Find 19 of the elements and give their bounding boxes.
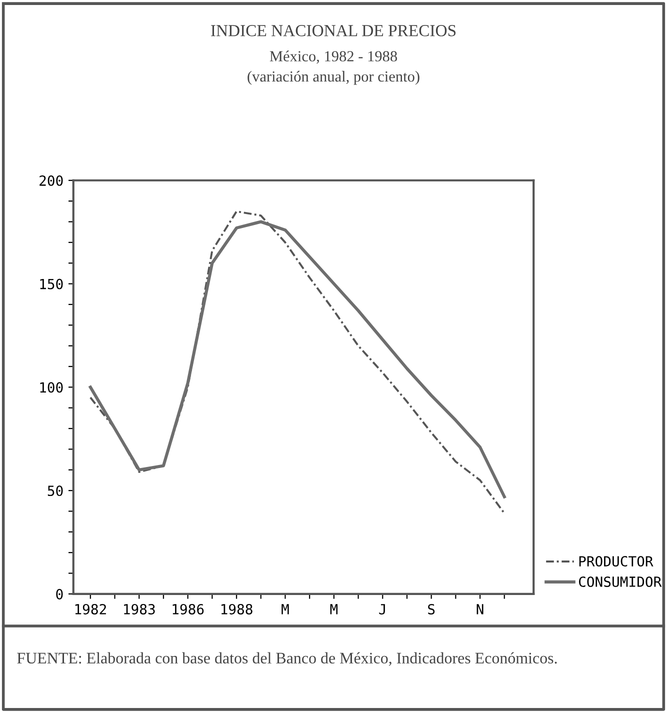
y-tick-label: 200: [40, 175, 63, 186]
x-tick-label: N: [476, 604, 484, 614]
chart-subtitle: México, 1982 - 1988 (variación anual, por ciento): [248, 50, 420, 85]
x-tick-label: M: [282, 604, 289, 614]
y-tick-label: 100: [40, 382, 63, 393]
source-note: FUENTE: Elaborada con base datos del Banco de México, Indicadores Económicos.: [17, 652, 557, 666]
x-tick-label: 1986: [172, 604, 204, 614]
x-tick-label: 1988: [221, 604, 252, 614]
chart-title: INDICE NACIONAL DE PRECIOS: [211, 25, 456, 36]
x-tick-label: 1983: [124, 604, 155, 614]
legend-label: PRODUCTOR: [579, 556, 654, 567]
y-tick-label: 50: [48, 486, 63, 496]
legend-label: CONSUMIDOR: [578, 576, 662, 588]
x-tick-label: J: [379, 604, 385, 614]
x-tick-label: 1982: [75, 604, 106, 614]
x-tick-label: S: [428, 604, 435, 614]
y-tick-label: 0: [56, 588, 63, 600]
x-tick-label: M: [330, 604, 338, 614]
y-tick-label: 150: [40, 278, 63, 290]
